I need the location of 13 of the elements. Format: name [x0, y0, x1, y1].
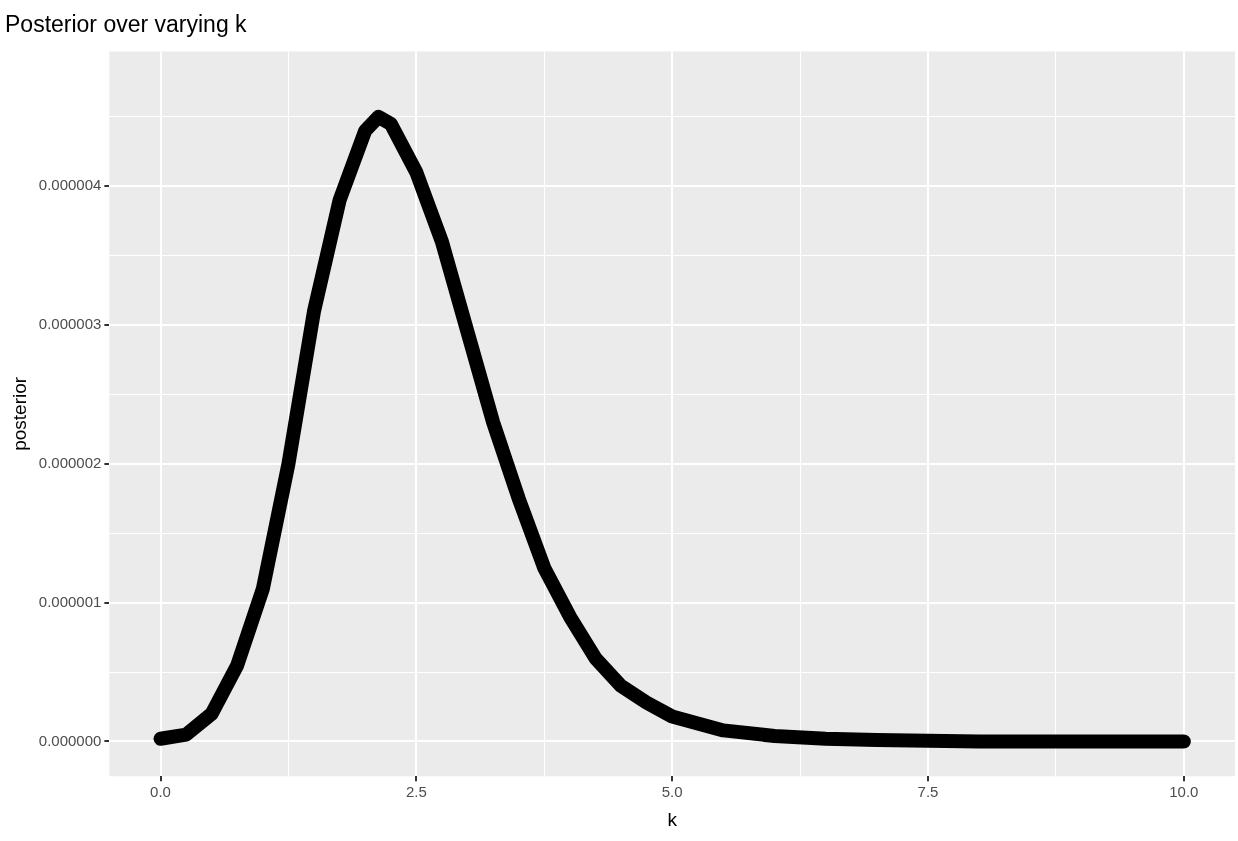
x-tick-label: 5.0: [661, 783, 683, 801]
chart-title: Posterior over varying k: [5, 11, 248, 38]
y-tick-label: 0.000002: [38, 454, 102, 472]
x-tick-label: 10.0: [1169, 783, 1199, 801]
y-tick-label: 0.000003: [38, 315, 102, 333]
x-axis-title: k: [667, 808, 678, 830]
y-tick-label: 0.000001: [38, 592, 102, 610]
y-axis-title: posterior: [8, 376, 30, 451]
x-tick-label: 0.0: [150, 783, 171, 801]
x-tick-label: 7.5: [917, 783, 939, 801]
x-tick-label: 2.5: [405, 783, 427, 801]
y-tick-label: 0.000004: [38, 176, 102, 194]
y-tick-label: 0.000000: [38, 731, 102, 749]
